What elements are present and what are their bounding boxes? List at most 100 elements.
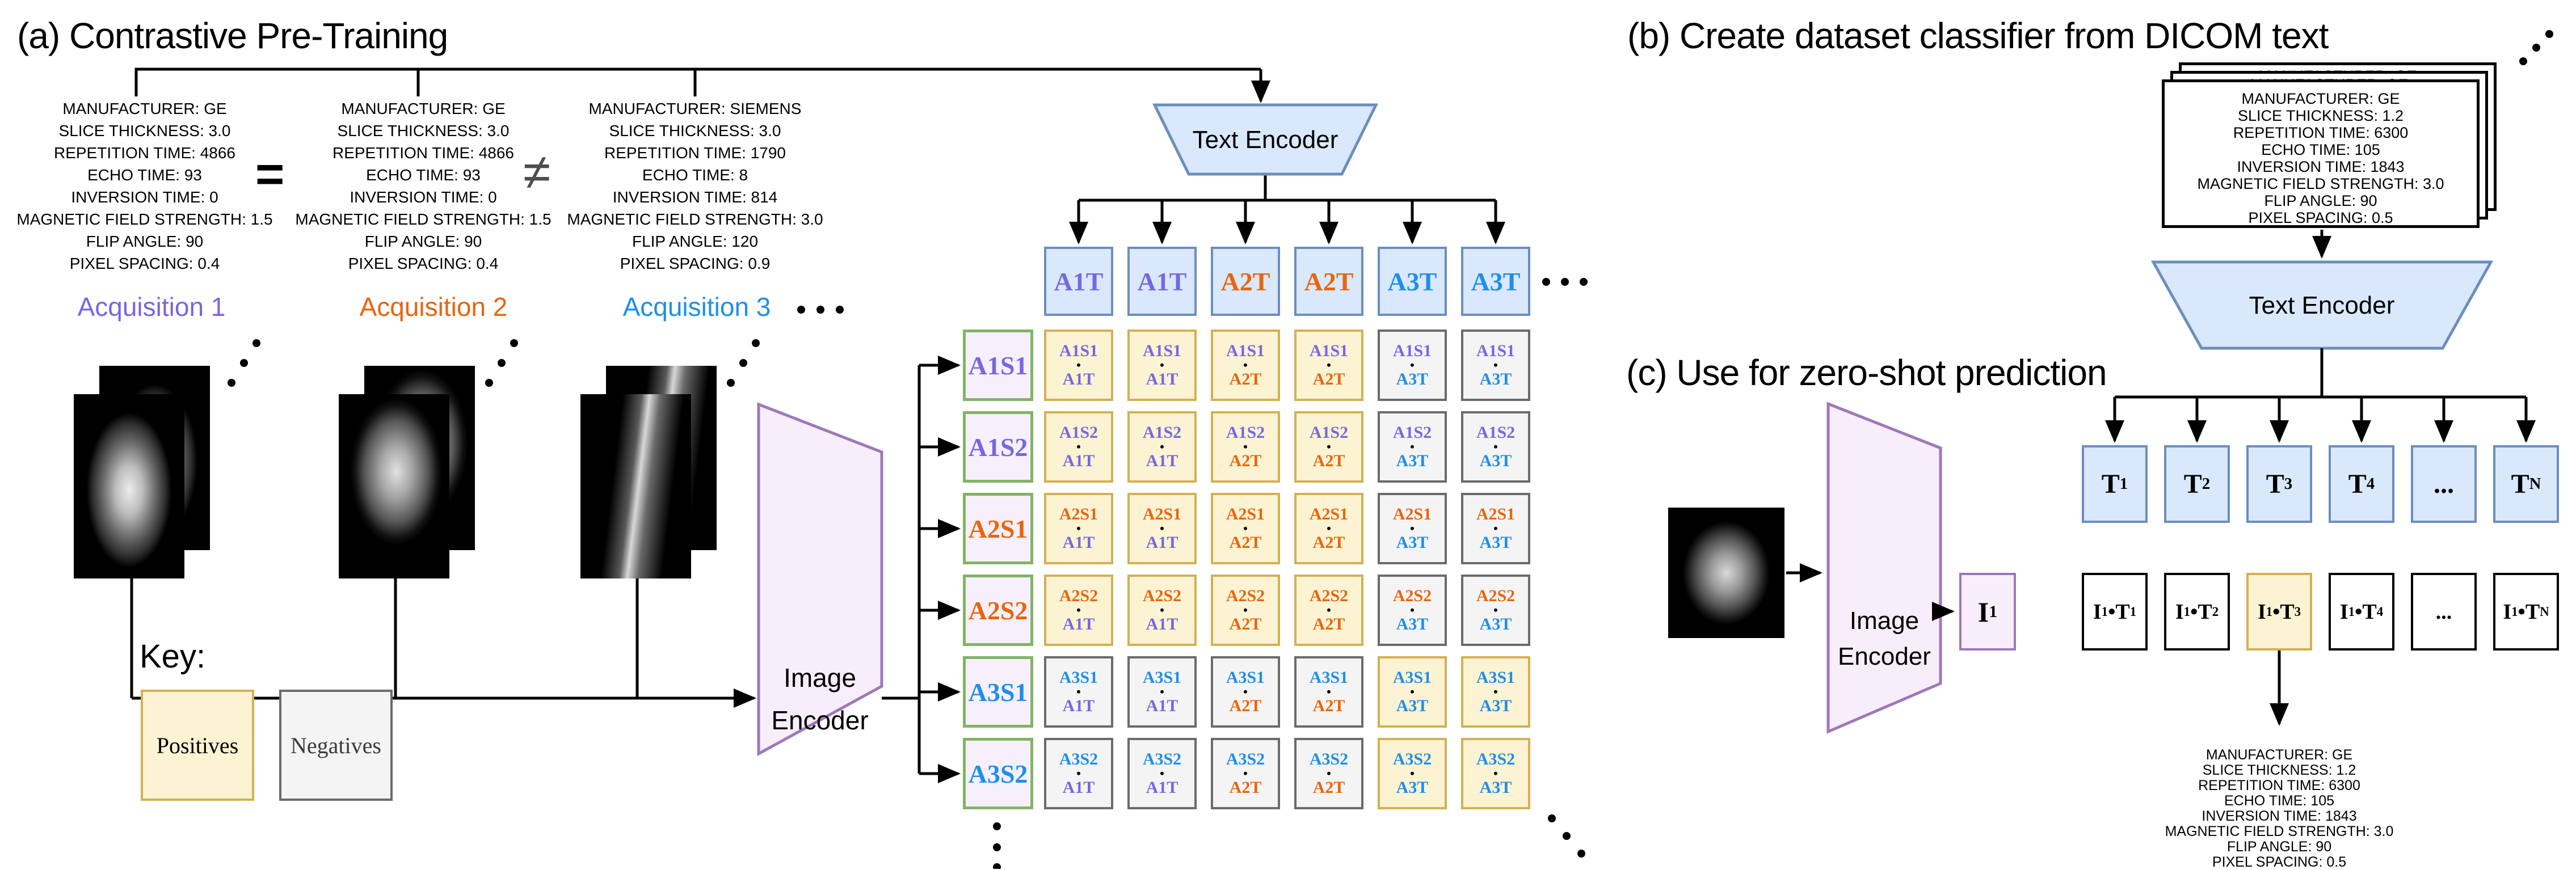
acquisition-3-label: Acquisition 3 <box>622 292 771 322</box>
matrix-col-header-5: A3T <box>1461 247 1530 316</box>
not-equals-sign: ≠ <box>523 143 551 200</box>
matrix-cell-r2c2: A2S1 • A2T <box>1211 493 1280 564</box>
matrix-row-header-5: A3S2 <box>963 738 1033 809</box>
prediction-line: PIXEL SPACING: 0.5 <box>2212 854 2347 870</box>
matrix-cell-r0c2: A1S1 • A2T <box>1211 330 1280 401</box>
matrix-cell-r1c3: A1S2 • A2T <box>1294 411 1363 483</box>
matrix-col-header-0: A1T <box>1044 247 1113 316</box>
key-heading: Key: <box>140 638 206 675</box>
product-box-3: I 1 •T 4 <box>2329 573 2394 651</box>
dicom-line: MAGNETIC FIELD STRENGTH: 1.5 <box>16 210 273 228</box>
dicom-line: FLIP ANGLE: 90 <box>364 233 482 250</box>
acquisition-2-label: Acquisition 2 <box>359 292 508 322</box>
product-box-5: I 1 •T N <box>2493 573 2559 651</box>
matrix-cell-r5c4: A3S2 • A3T <box>1378 738 1447 809</box>
dicom-text-acq1: MANUFACTURER: GE SLICE THICKNESS: 3.0 REPE… <box>3 98 287 274</box>
matrix-cell-r4c3: A3S1 • A2T <box>1294 656 1363 728</box>
matrix-cell-r2c0: A2S1 • A1T <box>1044 493 1113 564</box>
matrix-cell-r3c4: A2S2 • A3T <box>1378 575 1447 646</box>
bracket-line <box>134 67 1261 96</box>
panel-c-title: (c) Use for zero-shot prediction <box>1626 352 2107 393</box>
product-box-2: I 1 •T 3 <box>2246 573 2312 651</box>
matrix-cell-r0c5: A1S1 • A3T <box>1461 330 1530 401</box>
dicom-line: SLICE THICKNESS: 3.0 <box>337 122 510 140</box>
image-encoder-c-shape <box>1826 402 1942 734</box>
matrix-cell-r4c1: A3S1 • A1T <box>1127 656 1197 728</box>
text-encoder-a-shape <box>1152 103 1379 176</box>
prediction-line: SLICE THICKNESS: 1.2 <box>2202 762 2356 778</box>
panel-a-title: (a) Contrastive Pre-Training <box>17 15 448 56</box>
matrix-cell-r4c4: A3S1 • A3T <box>1378 656 1447 728</box>
dicom-line: SLICE THICKNESS: 3.0 <box>609 122 781 140</box>
dicom-text-acq2: MANUFACTURER: GE SLICE THICKNESS: 3.0 REPE… <box>281 98 565 274</box>
dicom-line: INVERSION TIME: 0 <box>350 188 497 206</box>
matrix-cell-r5c5: A3S2 • A3T <box>1461 738 1530 809</box>
matrix-cell-r2c3: A2S1 • A2T <box>1294 493 1363 564</box>
matrix-col-header-3: A2T <box>1294 247 1363 316</box>
matrix-cell-r3c0: A2S2 • A1T <box>1044 575 1113 646</box>
matrix-cell-r2c5: A2S1 • A3T <box>1461 493 1530 564</box>
panel-b-title: (b) Create dataset classifier from DICOM… <box>1627 15 2329 56</box>
image-encoder-a-label-2: Encoder <box>771 706 869 735</box>
image-encoder-a-shape <box>757 402 883 757</box>
matrix-row-header-4: A3S1 <box>963 656 1033 728</box>
matrix-cell-r0c0: A1S1 • A1T <box>1044 330 1113 401</box>
dicom-text-acq3: MANUFACTURER: SIEMENS SLICE THICKNESS: 3.… <box>553 98 837 274</box>
product-box-1: I 1 •T 2 <box>2164 573 2230 651</box>
dicom-page-front: MANUFACTURER: GE SLICE THICKNESS: 1.2 REPE… <box>2162 79 2480 228</box>
prediction-output-text: MANUFACTURER: GE SLICE THICKNESS: 1.2 REPE… <box>2109 747 2449 870</box>
mri-image-acq1-front <box>74 394 184 578</box>
dicom-line: SLICE THICKNESS: 3.0 <box>58 122 231 140</box>
matrix-cell-r1c1: A1S2 • A1T <box>1127 411 1197 483</box>
matrix-cell-r1c4: A1S2 • A3T <box>1378 411 1447 483</box>
mri-image-acq2-front <box>339 394 449 578</box>
dicom-line: MANUFACTURER: SIEMENS <box>588 100 802 117</box>
key-negatives-label: Negatives <box>291 732 381 758</box>
matrix-cell-r4c2: A3S1 • A2T <box>1211 656 1280 728</box>
prediction-line: INVERSION TIME: 1843 <box>2202 808 2357 824</box>
dicom-line: ECHO TIME: 93 <box>366 166 481 184</box>
key-positives-swatch: Positives <box>141 690 254 801</box>
matrix-cell-r3c5: A2S2 • A3T <box>1461 575 1530 646</box>
dicom-line: REPETITION TIME: 4866 <box>53 144 236 162</box>
product-box-0: I 1 •T 1 <box>2082 573 2148 651</box>
matrix-cell-r3c1: A2S2 • A1T <box>1127 575 1197 646</box>
mri-query-image <box>1668 508 1784 638</box>
matrix-cell-r1c5: A1S2 • A3T <box>1461 411 1530 483</box>
dicom-line: ECHO TIME: 8 <box>642 166 748 184</box>
matrix-row-header-3: A2S2 <box>963 575 1033 646</box>
dicom-line: FLIP ANGLE: 90 <box>86 233 204 250</box>
prediction-line: ECHO TIME: 105 <box>2224 793 2335 809</box>
prediction-line: FLIP ANGLE: 90 <box>2226 839 2332 855</box>
text-encoder-b-label: Text Encoder <box>2249 292 2395 319</box>
matrix-cell-r2c4: A2S1 • A3T <box>1378 493 1447 564</box>
matrix-cell-r5c3: A3S2 • A2T <box>1294 738 1363 809</box>
matrix-cell-r3c2: A2S2 • A2T <box>1211 575 1280 646</box>
matrix-col-header-2: A2T <box>1211 247 1280 316</box>
dicom-line: PIXEL SPACING: 0.4 <box>348 255 499 272</box>
matrix-cell-r0c3: A1S1 • A2T <box>1294 330 1363 401</box>
key-negatives-swatch: Negatives <box>279 690 393 801</box>
product-box-4: ... <box>2411 573 2477 651</box>
dicom-page-line: FLIP ANGLE: 90 <box>2264 192 2377 209</box>
matrix-cell-r5c1: A3S2 • A1T <box>1127 738 1197 809</box>
dicom-page-line: MAGNETIC FIELD STRENGTH: 3.0 <box>2197 175 2444 192</box>
dicom-line: MAGNETIC FIELD STRENGTH: 1.5 <box>295 210 552 228</box>
dicom-page-line: ECHO TIME: 105 <box>2261 141 2380 158</box>
dicom-page-line: PIXEL SPACING: 0.5 <box>2248 209 2393 226</box>
ellipsis-dots <box>228 30 2553 869</box>
dicom-line: PIXEL SPACING: 0.9 <box>620 255 771 272</box>
matrix-cell-r4c5: A3S1 • A3T <box>1461 656 1530 728</box>
dicom-line: INVERSION TIME: 814 <box>612 188 778 206</box>
matrix-col-header-1: A1T <box>1127 247 1197 316</box>
image-encoder-c-label-2: Encoder <box>1838 643 1931 670</box>
matrix-cell-r5c2: A3S2 • A2T <box>1211 738 1280 809</box>
acquisition-1-label: Acquisition 1 <box>77 292 226 322</box>
matrix-cell-r0c1: A1S1 • A1T <box>1127 330 1197 401</box>
image-encoder-c-label-1: Image <box>1849 607 1920 635</box>
